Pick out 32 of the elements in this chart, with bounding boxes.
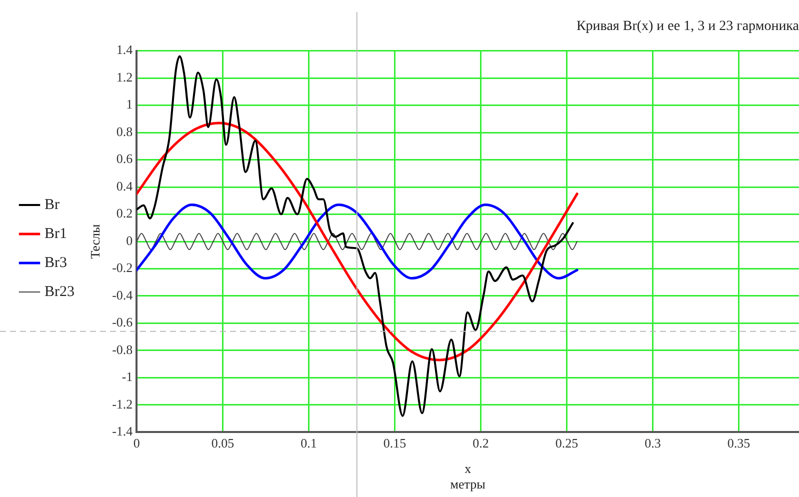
y-tick-label: 1.2 [116,69,133,84]
y-tick-label: -1 [122,369,133,384]
x-tick-label: 0.3 [644,435,661,450]
line-series [136,203,578,280]
y-tick-label: -1.2 [112,396,133,412]
y-tick-label: 0.2 [116,206,133,221]
y-tick-label: -0.2 [112,260,133,276]
y-tick-label: 1.4 [116,42,134,58]
x-tick-label: 0.35 [727,435,750,450]
y-tick-label: 1 [126,96,133,112]
x-tick-label: 0.25 [555,435,578,450]
x-axis-title: x метры [450,461,486,492]
legend-label: Br1 [44,226,67,242]
y-tick-label: 0 [126,232,133,248]
x-tick-label: 0.15 [383,435,406,450]
y-tick-label: -0.4 [112,287,134,302]
y-tick-label: -0.6 [112,314,134,330]
x-tick-label: 0.05 [211,435,234,450]
y-tick-label: -1.4 [112,424,134,439]
y-tick-label: -0.8 [112,342,133,357]
x-tick-label: 0.2 [472,435,489,450]
legend-label: Br [44,196,60,213]
legend-label: Br23 [44,284,74,300]
y-tick-label: 0.8 [116,124,133,139]
y-tick-label: 0.6 [116,151,134,166]
chart-title: Кривая Br(x) и ее 1, 3 и 23 гармоника [576,19,799,34]
line-series [136,122,578,362]
x-tick-label: 0.1 [300,435,317,450]
y-axis-title: Теслы [88,224,103,259]
y-tick-label: 0.4 [116,178,134,194]
line-series [136,55,574,417]
legend-label: Br3 [44,254,67,271]
